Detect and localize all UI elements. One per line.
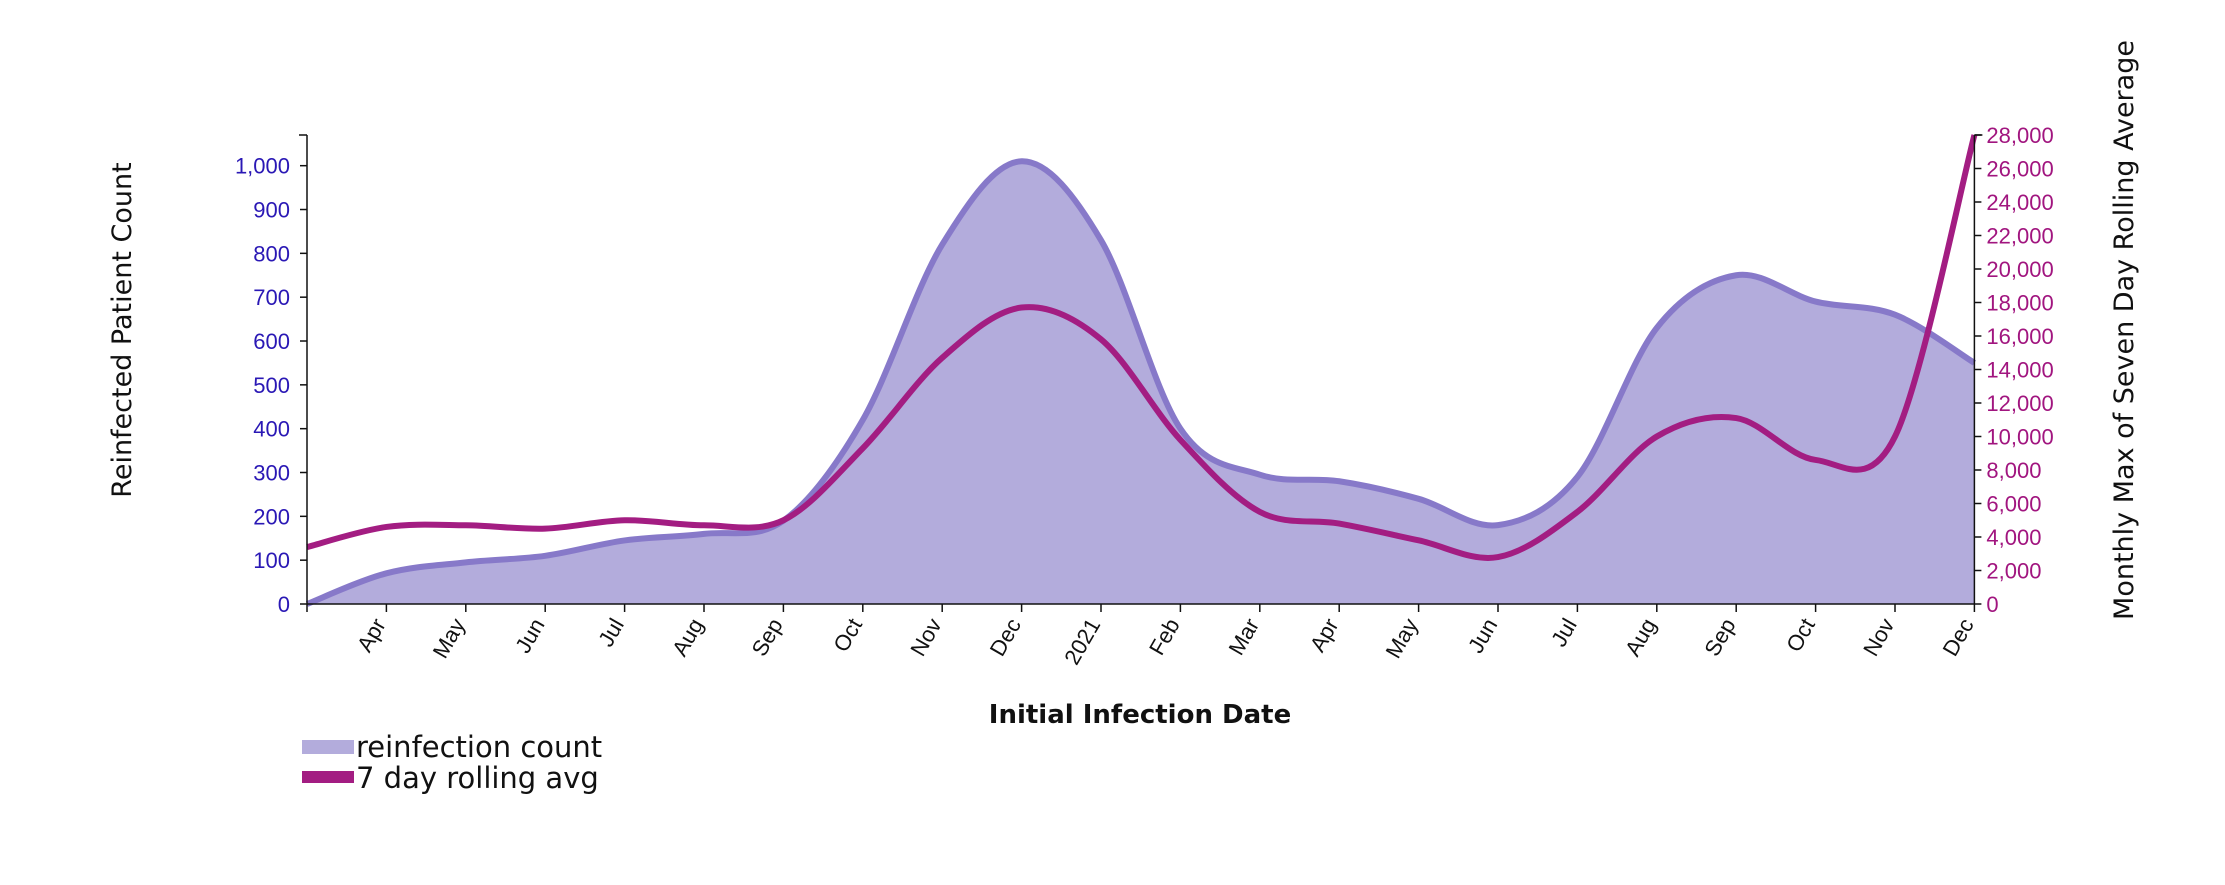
legend-swatch-reinfection-count <box>302 740 354 754</box>
left-tick-label: 300 <box>253 461 290 486</box>
right-tick-label: 26,000 <box>1986 157 2053 182</box>
right-tick-label: 24,000 <box>1986 190 2053 215</box>
legend-label-rolling-avg: 7 day rolling avg <box>356 761 599 795</box>
x-tick-label: 2021 <box>1059 614 1105 669</box>
right-tick-label: 8,000 <box>1986 458 2041 483</box>
x-tick-label: Oct <box>1781 614 1820 656</box>
legend-label-reinfection-count: reinfection count <box>356 730 602 764</box>
x-tick-label: May <box>1380 614 1422 662</box>
x-tick-label: Sep <box>747 614 788 660</box>
x-tick-label: Feb <box>1144 614 1185 659</box>
left-tick-label: 900 <box>253 198 290 223</box>
left-tick-label: 200 <box>253 504 290 529</box>
right-axis-ticks: 0 2,000 4,000 6,000 8,000 10,000 12,000 14,000 1… <box>1974 123 2054 617</box>
x-tick-label: Dec <box>1938 614 1979 660</box>
x-tick-label: Mar <box>1224 614 1265 659</box>
legend-swatch-rolling-avg <box>302 771 354 783</box>
x-tick-label: Apr <box>1305 614 1344 656</box>
left-tick-label: 600 <box>253 329 290 354</box>
x-tick-label: Nov <box>1858 614 1899 660</box>
rolling-avg-line <box>306 134 1978 561</box>
right-tick-label: 12,000 <box>1986 391 2053 416</box>
line-series-layer <box>306 134 1978 561</box>
left-axis-title: Reinfected Patient Count <box>107 162 138 497</box>
right-tick-label: 22,000 <box>1986 224 2053 249</box>
x-tick-label: May <box>428 614 470 662</box>
right-tick-label: 10,000 <box>1986 425 2053 450</box>
x-tick-label: Jun <box>1463 614 1502 657</box>
right-tick-label: 16,000 <box>1986 324 2053 349</box>
left-tick-label: 1,000 <box>235 154 290 179</box>
x-tick-label: Jul <box>593 614 629 651</box>
reinfection-count-outline <box>305 158 1976 607</box>
right-tick-label: 0 <box>1986 592 1998 617</box>
x-tick-label: Jun <box>510 614 549 657</box>
left-tick-label: 800 <box>253 241 290 266</box>
right-tick-label: 4,000 <box>1986 525 2041 550</box>
x-tick-label: Apr <box>352 614 391 656</box>
right-tick-label: 14,000 <box>1986 358 2053 383</box>
x-axis-title: Initial Infection Date <box>989 700 1291 730</box>
x-tick-label: Aug <box>1620 614 1661 660</box>
left-axis-ticks: 0 100 200 300 400 500 600 700 800 900 1,000 <box>235 154 307 617</box>
x-tick-label: Dec <box>985 614 1026 660</box>
right-tick-label: 28,000 <box>1986 123 2053 148</box>
right-tick-label: 6,000 <box>1986 492 2041 517</box>
right-tick-label: 18,000 <box>1986 291 2053 316</box>
x-tick-label: Aug <box>667 614 708 660</box>
left-tick-label: 400 <box>253 417 290 442</box>
x-tick-label: Jul <box>1546 614 1582 651</box>
left-tick-label: 700 <box>253 285 290 310</box>
left-tick-label: 500 <box>253 373 290 398</box>
right-tick-label: 20,000 <box>1986 257 2053 282</box>
x-axis-ticks: Apr May Jun Jul Aug Sep Oct Nov Dec 2021 Feb Mar Apr… <box>306 604 1979 669</box>
x-tick-label: Nov <box>905 614 946 660</box>
right-tick-label: 2,000 <box>1986 559 2041 584</box>
left-tick-label: 100 <box>253 548 290 573</box>
x-tick-label: Oct <box>828 614 867 656</box>
right-axis-title: Monthly Max of Seven Day Rolling Average <box>2109 40 2140 620</box>
left-tick-label: 0 <box>278 592 290 617</box>
legend: reinfection count 7 day rolling avg <box>302 730 602 795</box>
x-tick-label: Sep <box>1699 614 1740 660</box>
